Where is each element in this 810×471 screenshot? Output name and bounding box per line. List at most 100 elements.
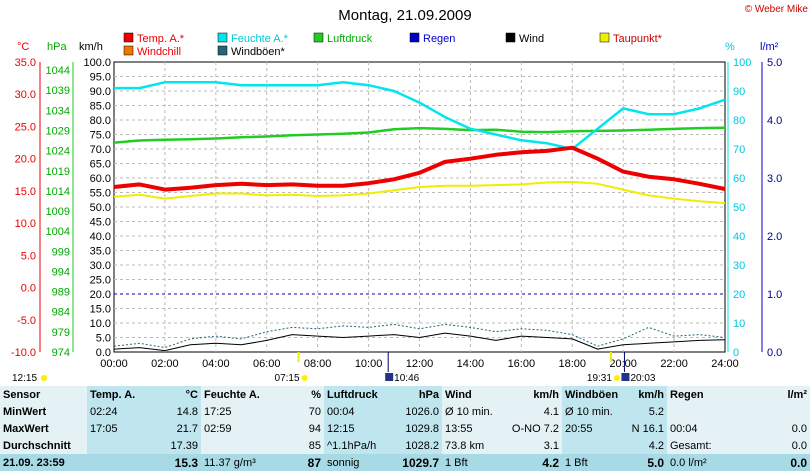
series-line-wind [113,332,726,352]
wind-tick-label: 90.0 [90,86,111,98]
x-tick-label: 18:00 [558,358,586,370]
pressure-tick-label: 1034 [46,105,70,117]
wind-tick-label: 100.0 [83,57,111,69]
cell: 00:04 [667,420,735,437]
header-pressure-unit: hPa [386,386,442,403]
wind-tick-label: 50.0 [90,202,111,214]
header-gust: Windböen [562,386,622,403]
header-wind-unit: km/h [504,386,562,403]
row-label: 21.09. 23:59 [0,454,87,471]
header-humidity-unit: % [286,386,324,403]
rain-unit-label: l/m² [760,41,779,53]
moon-time-label: 20:03 [630,373,655,384]
cell: 15.3 [145,454,201,471]
wind-tick-label: 95.0 [90,72,111,84]
rain-tick-label: 2.0 [767,231,782,243]
stats-row-current: 21.09. 23:59 15.3 11.37 g/m³ 87 sonnig 1… [0,454,810,471]
wind-tick-label: 15.0 [90,304,111,316]
axis-units: °C hPa km/h% l/m² [17,41,779,53]
series-line-gust [113,323,726,349]
humidity-tick-label: 60 [733,173,745,185]
x-tick-label: 00:00 [100,358,128,370]
temp-tick-label: 10.0 [15,218,36,230]
legend-label-temp: Temp. A.* [137,33,185,45]
x-tick-label: 14:00 [457,358,485,370]
temp-tick-label: 30.0 [15,89,36,101]
wind-tick-label: 65.0 [90,159,111,171]
header-temp: Temp. A. [87,386,145,403]
series-line-dewpoint [113,180,726,205]
x-tick-label: 02:00 [151,358,179,370]
cell: 0.0 [735,420,810,437]
humidity-unit-label: % [725,41,735,53]
temp-tick-label: -5.0 [17,315,36,327]
pressure-tick-label: 1014 [46,186,70,198]
pressure-tick-label: 1009 [46,206,70,218]
x-tick-label: 08:00 [304,358,332,370]
cell: 17:25 [201,403,286,420]
stats-row-avg: Durchschnitt 17.39 85 ^1.1hPa/h 1028.2 7… [0,437,810,454]
cell: O-NO 7.2 [504,420,562,437]
series-line-humidity [114,81,726,151]
legend-label-windchill: Windchill [137,46,181,58]
cell: 11.37 g/m³ [201,454,286,471]
cell: 1026.0 [386,403,442,420]
series-line-pressure [113,126,726,144]
astro-markers: 12:15 07:15 10:46 19:31 20:03 [12,352,656,384]
cell: 1028.2 [386,437,442,454]
pressure-tick-label: 1039 [46,85,70,97]
pressure-unit-label: hPa [47,41,67,53]
wind-tick-label: 40.0 [90,231,111,243]
pressure-tick-label: 1004 [46,226,70,238]
temp-tick-label: 20.0 [15,154,36,166]
pressure-tick-label: 994 [52,266,70,278]
pressure-tick-label: 989 [52,287,70,299]
legend-swatch-wind [505,32,516,43]
legend-swatch-temp [123,32,134,43]
chart-title: Montag, 21.09.2009 [338,7,471,24]
cell [87,437,145,454]
rain-tick-label: 0.0 [767,347,782,359]
humidity-tick-label: 90 [733,86,745,98]
cell: 4.2 [622,437,667,454]
legend-swatch-pressure [313,32,324,43]
cell: Gesamt: [667,437,735,454]
cell: 4.2 [504,454,562,471]
temp-tick-label: 5.0 [21,250,36,262]
sun-time-label: 07:15 [275,373,300,384]
moon-time-label: 12:15 [12,373,37,384]
pressure-tick-label: 1024 [46,146,70,158]
legend-swatch-gust [217,45,228,56]
cell: 14.8 [145,403,201,420]
legend-swatch-windchill [123,45,134,56]
cell: 87 [286,454,324,471]
chart-series [113,81,726,352]
cell: 13:55 [442,420,504,437]
cell [87,454,145,471]
row-label: Durchschnitt [0,437,87,454]
temp-tick-label: 25.0 [15,121,36,133]
chart-grid [113,61,726,353]
temp-tick-label: -10.0 [11,347,36,359]
cell: 12:15 [324,420,386,437]
wind-tick-label: 55.0 [90,188,111,200]
x-tick-label: 06:00 [253,358,281,370]
header-gust-unit: km/h [622,386,667,403]
x-tick-label: 04:00 [202,358,230,370]
cell: 3.1 [504,437,562,454]
copyright-label: © Weber Mike [745,4,809,15]
cell: 5.2 [622,403,667,420]
header-rain: Regen [667,386,735,403]
cell: ^1.1hPa/h [324,437,386,454]
sun-icon [613,375,620,381]
chart-axes: 100.095.090.085.080.075.070.065.060.055.… [11,57,782,370]
rain-tick-label: 5.0 [767,57,782,69]
humidity-tick-label: 0 [733,347,739,359]
temp-tick-label: 15.0 [15,186,36,198]
x-tick-label: 10:00 [355,358,383,370]
series-line-temp [113,145,726,192]
cell [562,437,622,454]
cell: 17:05 [87,420,145,437]
header-humidity: Feuchte A. [201,386,286,403]
cell: 1029.7 [386,454,442,471]
